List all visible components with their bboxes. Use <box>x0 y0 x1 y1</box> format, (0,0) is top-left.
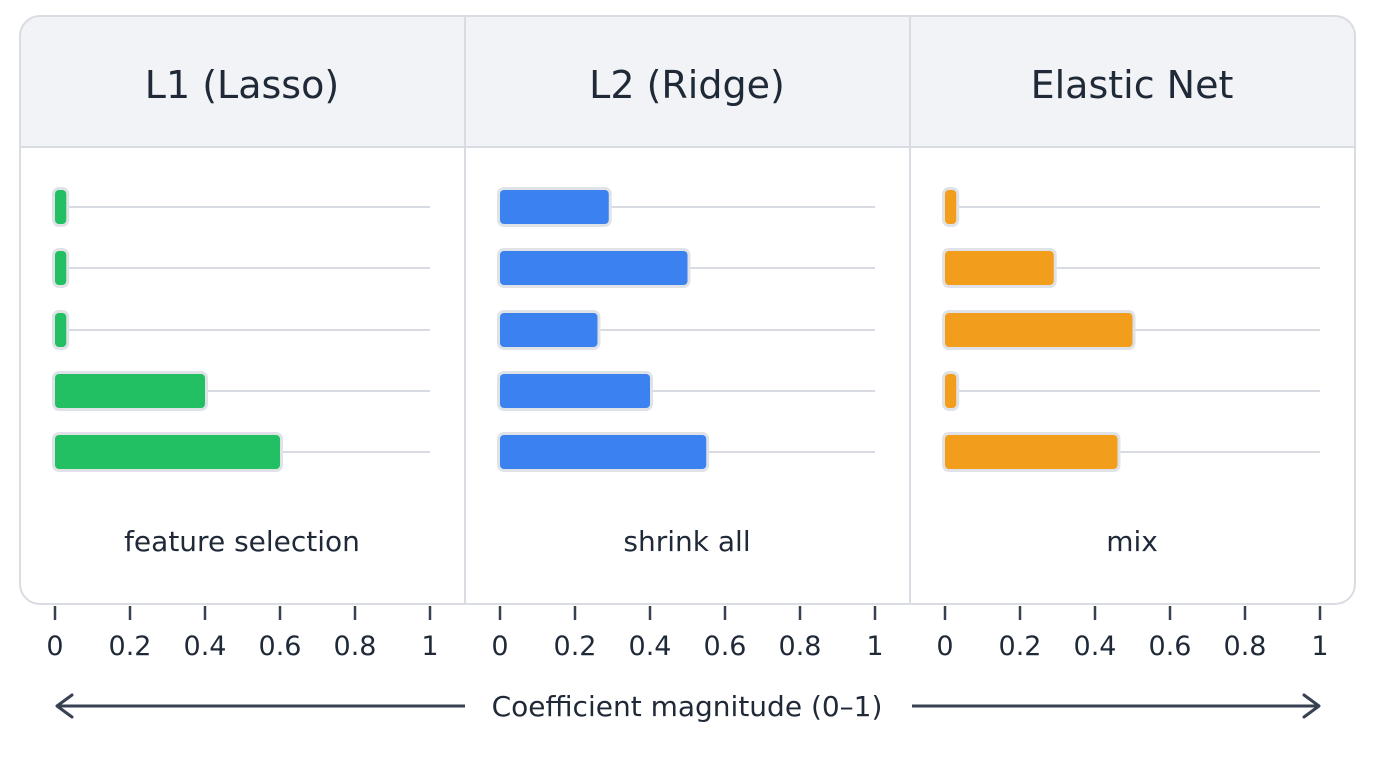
left-arrow-icon <box>55 693 74 719</box>
panel-3: Elastic Net mix 0 0.2 0.4 0.6 0.8 1 <box>936 63 1328 662</box>
bar <box>55 190 67 224</box>
panel-title: L2 (Ridge) <box>589 63 785 107</box>
bar <box>945 313 1133 347</box>
panel-2: L2 (Ridge) shrink all 0 0.2 0.4 0.6 0.8 1 <box>491 63 883 662</box>
panel-1: L1 (Lasso) feature selection 0 0.2 0.4 0.6 0.8… <box>46 63 438 662</box>
x-tick-label: 1 <box>421 631 438 662</box>
bar <box>500 435 707 469</box>
bar <box>500 251 688 285</box>
panel-caption: feature selection <box>124 525 360 558</box>
bar <box>945 190 957 224</box>
x-tick-label: 0.6 <box>704 631 747 662</box>
bar <box>55 251 67 285</box>
x-tick-label: 0.6 <box>1149 631 1192 662</box>
x-axis-label-group: Coefficient magnitude (0–1) <box>55 690 1321 723</box>
bar <box>945 435 1118 469</box>
bar <box>55 435 280 469</box>
x-tick-label: 0.6 <box>259 631 302 662</box>
bar <box>500 313 598 347</box>
bar <box>500 190 609 224</box>
x-tick-label: 0.8 <box>334 631 377 662</box>
bar <box>500 374 650 408</box>
x-axis-label: Coefficient magnitude (0–1) <box>492 690 883 723</box>
bar <box>945 374 957 408</box>
bar <box>55 374 205 408</box>
x-tick-label: 0 <box>491 631 508 662</box>
panel-title: L1 (Lasso) <box>145 63 339 107</box>
bar <box>945 251 1054 285</box>
panel-title: Elastic Net <box>1031 63 1234 107</box>
x-tick-label: 0.8 <box>1224 631 1267 662</box>
panel-caption: mix <box>1106 525 1158 558</box>
x-tick-label: 1 <box>1311 631 1328 662</box>
panel-caption: shrink all <box>623 525 750 558</box>
bar <box>55 313 67 347</box>
header-band <box>20 16 1355 147</box>
x-tick-label: 0.2 <box>109 631 152 662</box>
x-tick-label: 0.2 <box>554 631 597 662</box>
x-tick-label: 0 <box>936 631 953 662</box>
x-tick-label: 0.4 <box>184 631 227 662</box>
x-tick-label: 0 <box>46 631 63 662</box>
x-tick-label: 0.2 <box>999 631 1042 662</box>
x-tick-label: 1 <box>866 631 883 662</box>
x-tick-label: 0.4 <box>1074 631 1117 662</box>
right-arrow-icon <box>1302 693 1321 719</box>
x-tick-label: 0.4 <box>629 631 672 662</box>
x-tick-label: 0.8 <box>779 631 822 662</box>
